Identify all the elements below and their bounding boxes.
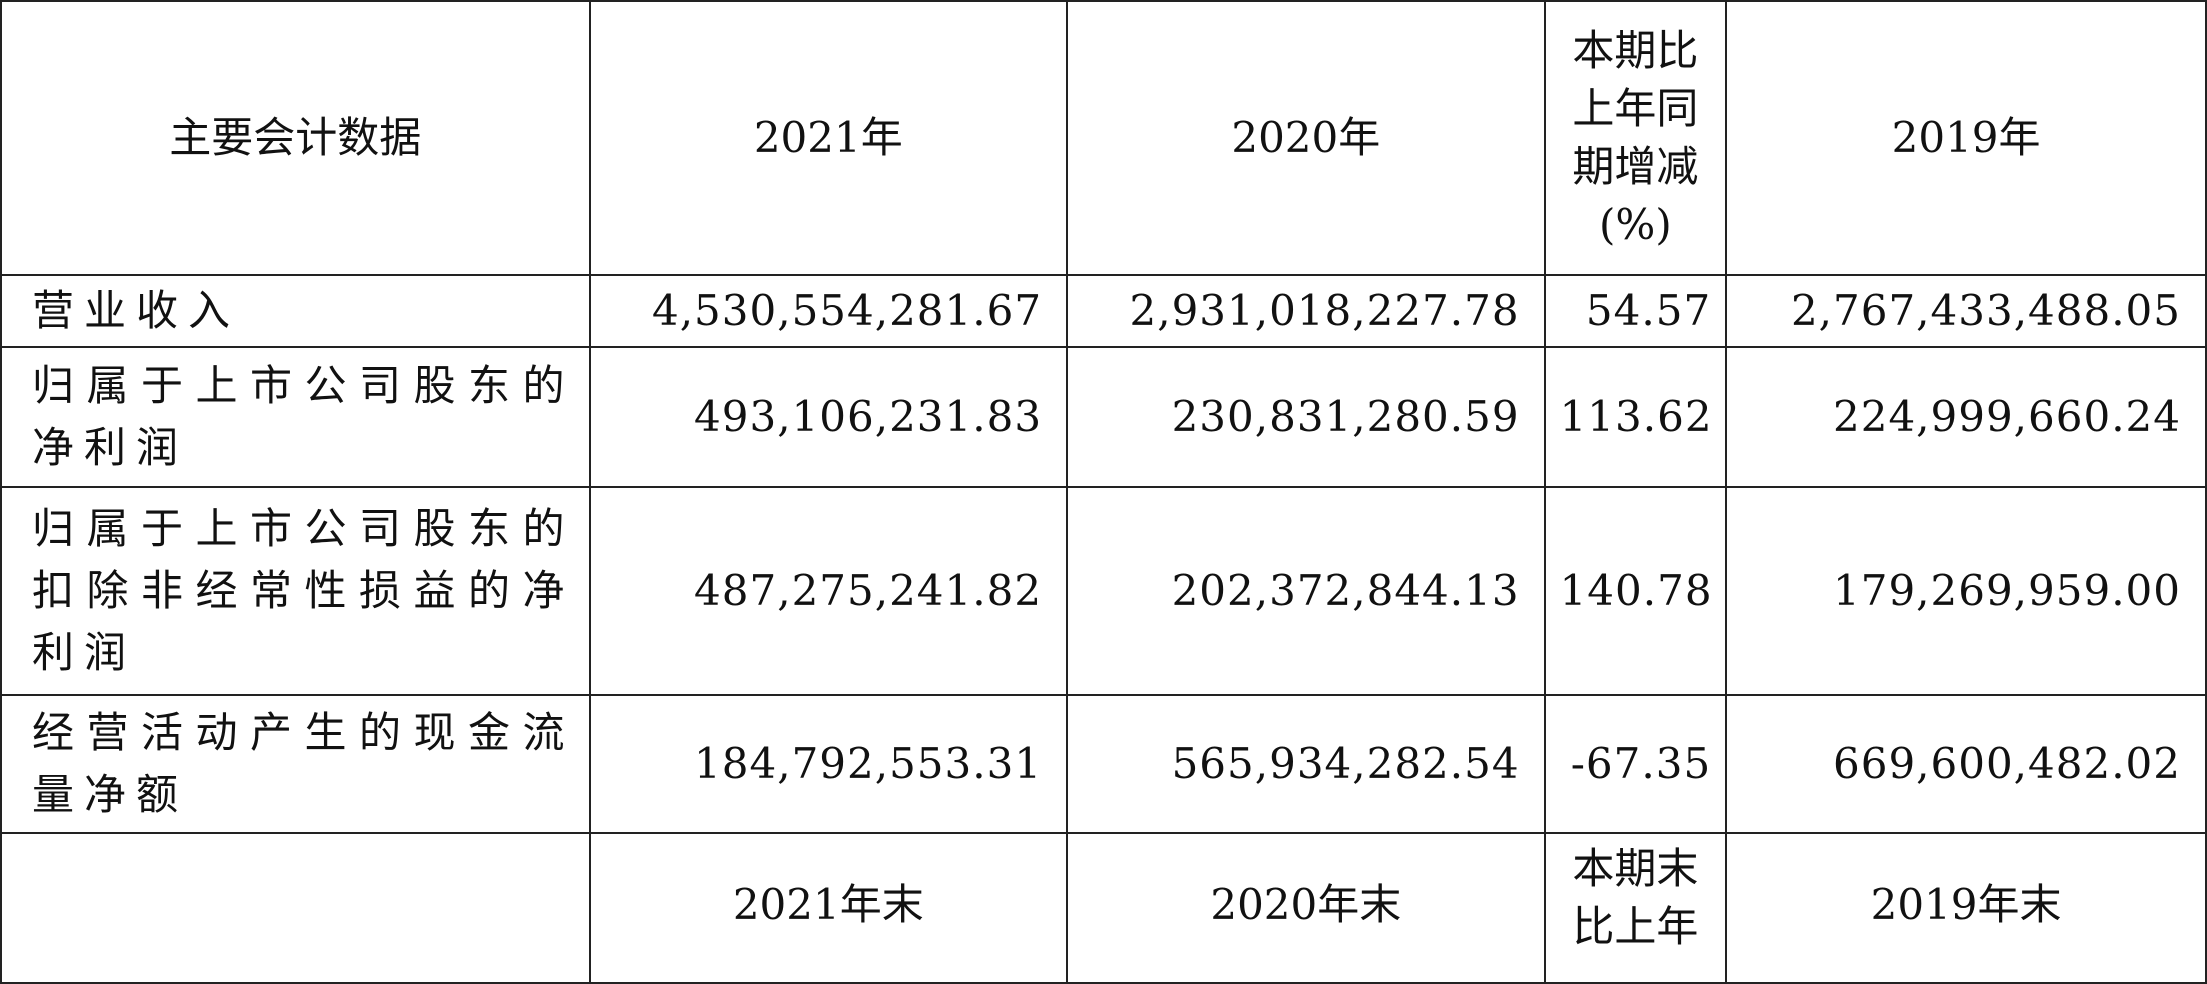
- value-2019: 224,999,660.24: [1725, 346, 2207, 488]
- value-2020: 2,931,018,227.78: [1066, 274, 1546, 348]
- row-label: 经营活动产生的现金流量净额: [0, 694, 591, 834]
- header-2021-end: 2021年末: [588, 832, 1069, 984]
- value-2020: 202,372,844.13: [1066, 486, 1546, 696]
- value-2021: 184,792,553.31: [588, 694, 1069, 834]
- header-change-line: 期增减: [1572, 142, 1699, 191]
- table-header-row: 主要会计数据 2021年 2020年 本期比 上年同 期增减 (%) 2019年: [0, 0, 2207, 276]
- table-row: 归属于上市公司股东的扣除非经常性损益的净利润 487,275,241.82 20…: [0, 486, 2207, 696]
- value-2021: 493,106,231.83: [588, 346, 1069, 488]
- value-2021: 487,275,241.82: [588, 486, 1069, 696]
- year-end-label: [0, 832, 591, 984]
- value-2021: 4,530,554,281.67: [588, 274, 1069, 348]
- value-change: -67.35: [1543, 694, 1728, 834]
- header-2020: 2020年: [1066, 0, 1546, 276]
- value-2019: 179,269,959.00: [1725, 486, 2207, 696]
- row-label: 归属于上市公司股东的扣除非经常性损益的净利润: [0, 486, 591, 696]
- value-change: 113.62: [1543, 346, 1728, 488]
- header-change-line: 本期比: [1572, 26, 1699, 75]
- year-end-header-row: 2021年末 2020年末 本期末 比上年 2019年末: [0, 832, 2207, 984]
- row-label: 归属于上市公司股东的净利润: [0, 346, 591, 488]
- table-row: 归属于上市公司股东的净利润 493,106,231.83 230,831,280…: [0, 346, 2207, 488]
- value-2019: 669,600,482.02: [1725, 694, 2207, 834]
- header-change: 本期比 上年同 期增减 (%): [1543, 0, 1728, 276]
- header-change-end: 本期末 比上年: [1543, 832, 1728, 984]
- header-change-line: 本期末: [1572, 844, 1699, 893]
- value-change: 140.78: [1543, 486, 1728, 696]
- value-change: 54.57: [1543, 274, 1728, 348]
- header-2020-end: 2020年末: [1066, 832, 1546, 984]
- header-change-line: 上年同: [1572, 84, 1699, 133]
- table-row: 经营活动产生的现金流量净额 184,792,553.31 565,934,282…: [0, 694, 2207, 834]
- table-row: 营业收入 4,530,554,281.67 2,931,018,227.78 5…: [0, 274, 2207, 348]
- value-2020: 565,934,282.54: [1066, 694, 1546, 834]
- header-label: 主要会计数据: [0, 0, 591, 276]
- value-2020: 230,831,280.59: [1066, 346, 1546, 488]
- header-change-line: 比上年: [1572, 902, 1699, 951]
- header-2019: 2019年: [1725, 0, 2207, 276]
- header-2021: 2021年: [588, 0, 1069, 276]
- header-change-line: (%): [1599, 200, 1672, 249]
- row-label: 营业收入: [0, 274, 591, 348]
- value-2019: 2,767,433,488.05: [1725, 274, 2207, 348]
- header-2019-end: 2019年末: [1725, 832, 2207, 984]
